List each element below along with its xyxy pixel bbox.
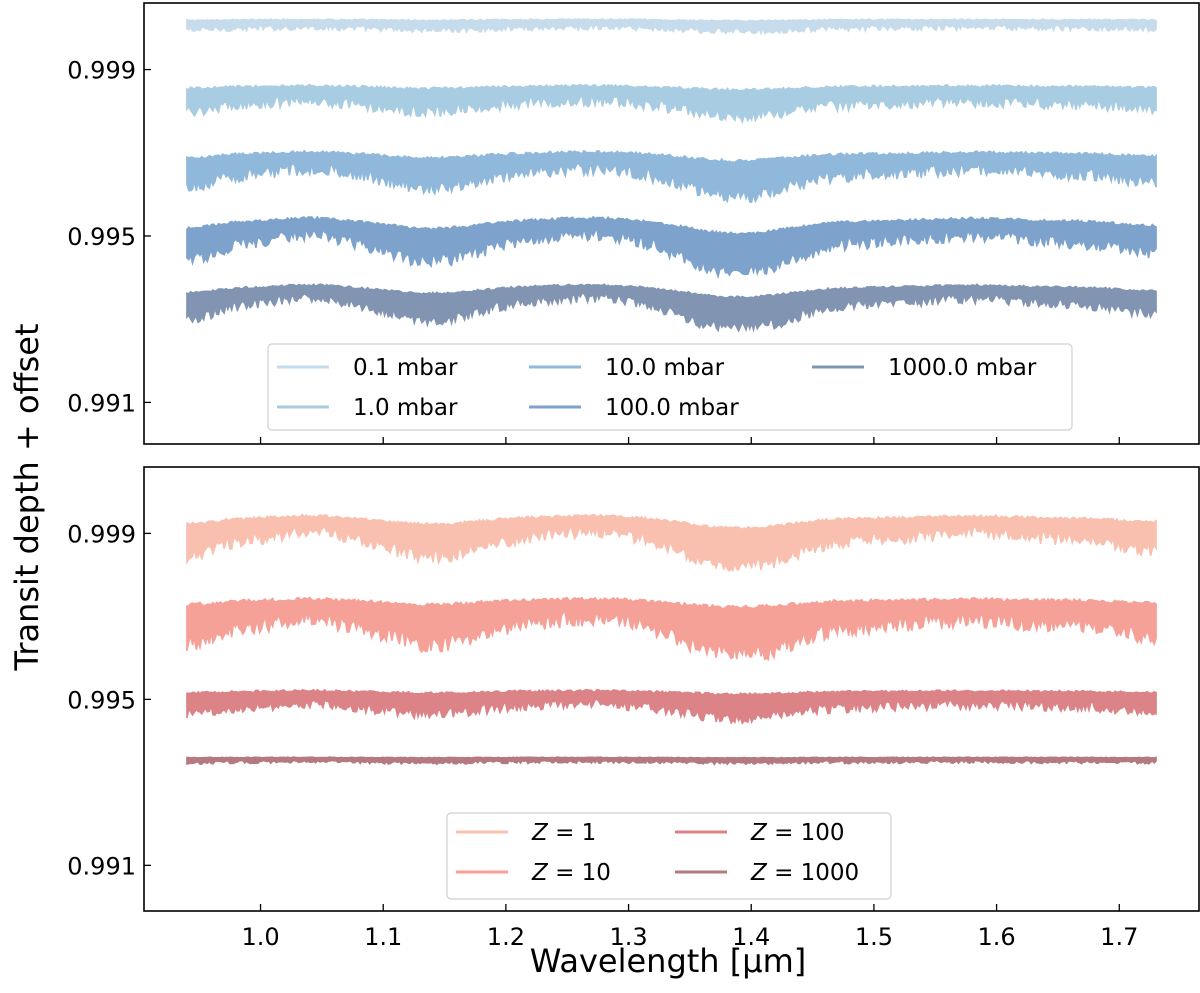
legend-label: 1.0 mbar	[353, 395, 458, 421]
y-tick-label: 0.995	[67, 686, 136, 714]
plot-frame	[143, 2, 1200, 445]
legend-label: 100.0 mbar	[605, 395, 739, 421]
x-tick-label: 1.0	[241, 923, 279, 951]
legend-label: 1000.0 mbar	[888, 355, 1037, 381]
bottom-panel: 1.0 1.1 1.2 1.3 1.4 1.5 1.6 1.7 0.999 0.995 0.991 Z…	[67, 466, 1200, 951]
x-tick-label: 1.3	[609, 923, 647, 951]
x-tick-label: 1.6	[978, 923, 1016, 951]
legend-label: Z = 100	[750, 820, 845, 846]
series-1-0-mbar	[186, 83, 1157, 125]
y-tick-label: 0.999	[67, 520, 136, 548]
series-z-10	[186, 596, 1157, 662]
legend-label: Z = 1	[531, 820, 596, 846]
series-z-1	[186, 513, 1157, 572]
series-10-0-mbar	[186, 149, 1157, 204]
legend	[446, 812, 892, 900]
series-100-0-mbar	[186, 215, 1157, 280]
legend-label: 10.0 mbar	[605, 355, 725, 381]
x-tick-label: 1.7	[1100, 923, 1138, 951]
plot-frame	[143, 466, 1200, 912]
x-axis-label: Wavelength [µm]	[530, 942, 807, 980]
legend	[267, 343, 1073, 431]
y-tick-label: 0.999	[67, 57, 136, 85]
y-axis-label: Transit depth + offset	[8, 324, 46, 672]
legend-label: 0.1 mbar	[353, 355, 458, 381]
x-tick-label: 1.4	[732, 923, 770, 951]
series-1000-0-mbar	[186, 283, 1157, 333]
y-tick-label: 0.995	[67, 223, 136, 251]
legend-label: Z = 1000	[750, 860, 859, 886]
y-tick-label: 0.991	[67, 389, 136, 417]
x-tick-label: 1.1	[364, 923, 402, 951]
series-0-1-mbar	[186, 18, 1157, 36]
x-tick-label: 1.2	[487, 923, 525, 951]
legend-label: Z = 10	[531, 860, 611, 886]
y-tick-label: 0.991	[67, 852, 136, 880]
top-panel: 0.999 0.995 0.991 0.1 mbar 1.0 mbar 10.0 mbar…	[67, 2, 1200, 445]
series-z-1000	[186, 756, 1157, 766]
x-tick-label: 1.5	[855, 923, 893, 951]
series-z-100	[186, 688, 1157, 725]
